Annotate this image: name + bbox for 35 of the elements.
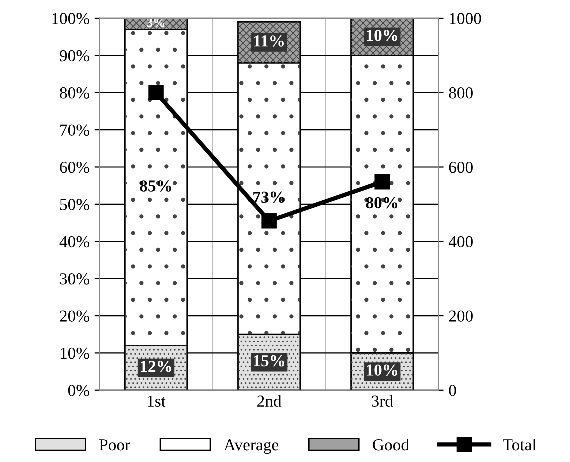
y-tick-label: 40%	[60, 236, 90, 248]
point	[262, 214, 277, 229]
y-tick-label: 100%	[52, 13, 90, 24]
data-label: 73%	[254, 192, 284, 204]
y2-tick-label: 400	[448, 236, 473, 248]
data-label: 10%	[367, 30, 398, 42]
y-tick-label: 70%	[60, 124, 90, 136]
y2-tick-label: 600	[449, 162, 473, 174]
legend-label: Average	[224, 440, 279, 454]
x-tick-label: 1st	[148, 396, 166, 407]
data-label: 11%	[254, 36, 284, 47]
y-tick-label: 90%	[60, 50, 90, 62]
point	[148, 85, 164, 100]
point	[374, 174, 390, 190]
data-label: 12%	[140, 361, 172, 372]
y-tick-label: 10%	[60, 348, 90, 360]
y-tick-label: 80%	[60, 88, 90, 99]
legend-label: Poor	[100, 440, 130, 451]
y-tick-label: 30%	[60, 274, 90, 285]
y2-tick-label: 800	[449, 88, 473, 99]
y-tick-label: 60%	[60, 162, 90, 174]
y-tick-label: 50%	[60, 199, 90, 210]
data-label: 15%	[254, 355, 284, 367]
y-tick-label: 20%	[60, 310, 90, 322]
data-label: 10%	[367, 364, 398, 376]
y-tick-label: 0%	[68, 385, 90, 396]
x-tick-label: 3rd	[372, 395, 394, 407]
legend-label: Good	[373, 438, 410, 451]
y2-tick-label: 200	[449, 310, 473, 322]
legend-label: Total	[503, 438, 536, 451]
x-tick-label: 2nd	[258, 395, 282, 407]
y2-tick-label: 0	[449, 385, 456, 396]
y2-tick-label: 1000	[450, 13, 482, 24]
data-label: 85%	[140, 180, 172, 192]
data-label: 80%	[366, 197, 398, 209]
